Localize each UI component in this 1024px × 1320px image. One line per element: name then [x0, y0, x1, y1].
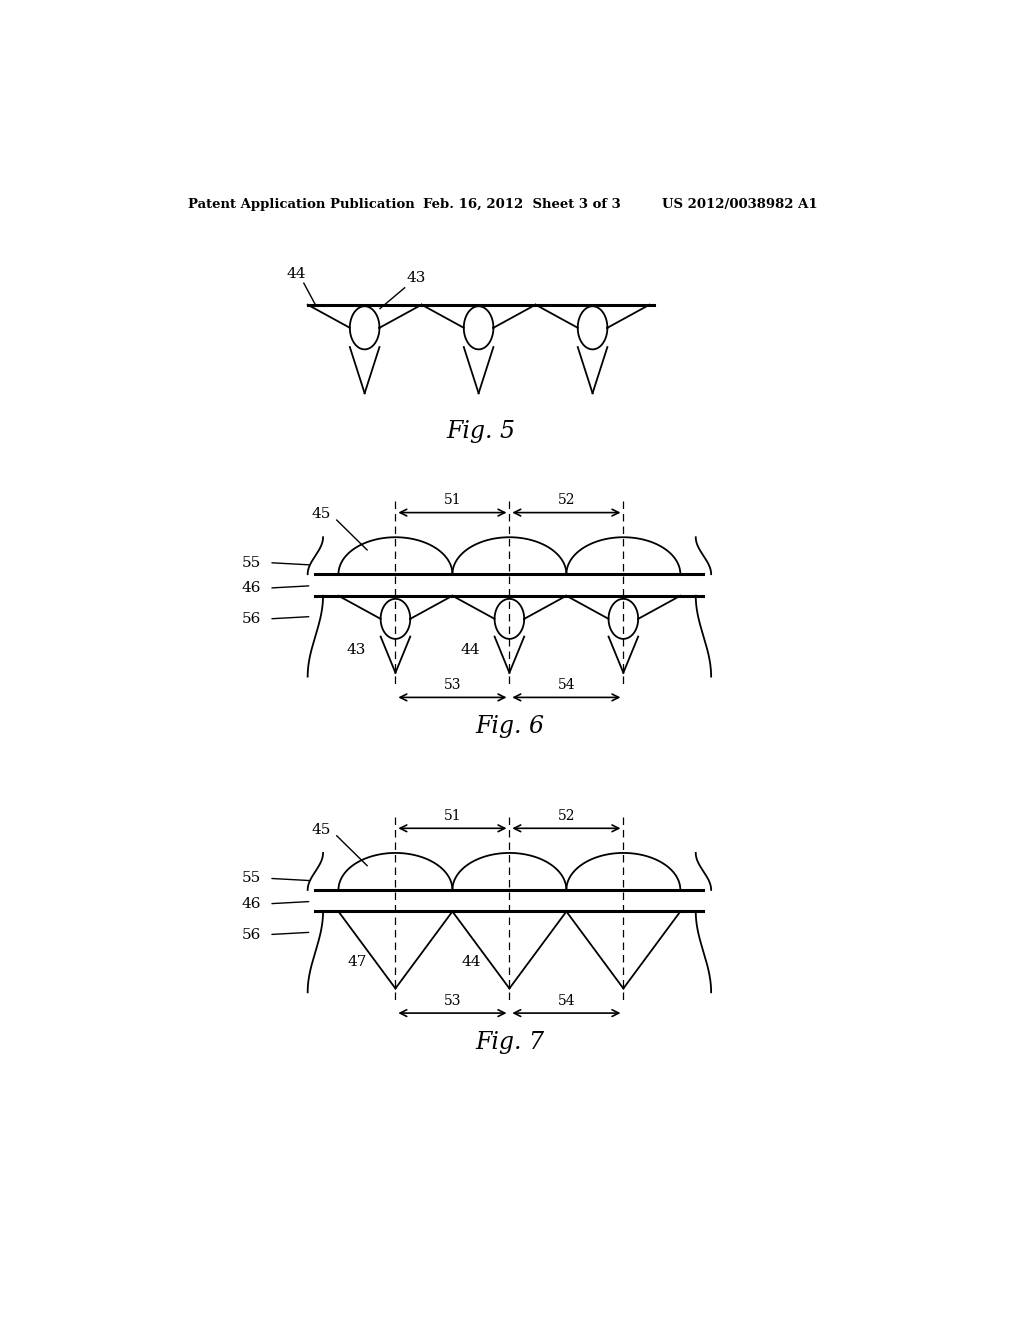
Text: 52: 52 [558, 494, 575, 507]
Text: 51: 51 [443, 494, 461, 507]
Text: 44: 44 [287, 267, 306, 281]
Text: 52: 52 [558, 809, 575, 822]
Text: Patent Application Publication: Patent Application Publication [188, 198, 415, 211]
Text: 47: 47 [348, 954, 367, 969]
Text: 46: 46 [242, 581, 261, 595]
Text: US 2012/0038982 A1: US 2012/0038982 A1 [662, 198, 817, 211]
Text: Feb. 16, 2012  Sheet 3 of 3: Feb. 16, 2012 Sheet 3 of 3 [423, 198, 621, 211]
Text: 56: 56 [242, 928, 261, 941]
Text: 55: 55 [243, 871, 261, 886]
Text: 45: 45 [311, 822, 331, 837]
Text: 44: 44 [460, 643, 479, 656]
Text: 43: 43 [346, 643, 366, 656]
Text: Fig. 5: Fig. 5 [446, 420, 515, 444]
Text: 43: 43 [407, 271, 426, 285]
Text: 51: 51 [443, 809, 461, 822]
Text: 53: 53 [443, 678, 461, 692]
Text: Fig. 6: Fig. 6 [475, 715, 544, 738]
Text: 46: 46 [242, 896, 261, 911]
Text: 44: 44 [462, 954, 481, 969]
Text: 53: 53 [443, 994, 461, 1007]
Text: 54: 54 [557, 678, 575, 692]
Text: 55: 55 [243, 556, 261, 570]
Text: 54: 54 [557, 994, 575, 1007]
Text: 45: 45 [311, 507, 331, 521]
Text: Fig. 7: Fig. 7 [475, 1031, 544, 1053]
Text: 56: 56 [242, 612, 261, 626]
